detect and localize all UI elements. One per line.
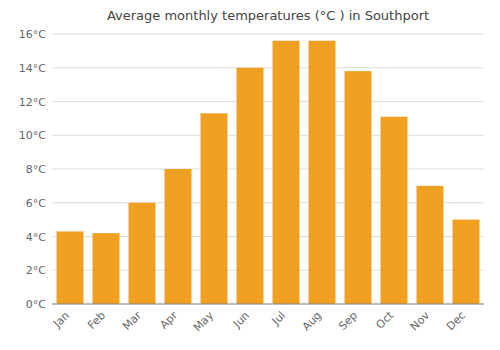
grid-line bbox=[52, 304, 484, 305]
title: Average monthly temperatures (°C ) in So… bbox=[107, 8, 429, 23]
y-tick-label: 8°C bbox=[26, 163, 46, 176]
x-tick-label: Aug bbox=[300, 309, 324, 333]
bar bbox=[381, 117, 408, 304]
bar bbox=[57, 231, 84, 304]
x-tick-label: Dec bbox=[444, 309, 468, 333]
grid-line bbox=[52, 169, 484, 170]
x-tick-label: Oct bbox=[373, 308, 396, 331]
bar bbox=[453, 220, 480, 304]
bar bbox=[129, 203, 156, 304]
bar bbox=[201, 113, 228, 304]
y-tick-label: 6°C bbox=[26, 197, 46, 210]
bars bbox=[57, 41, 480, 304]
x-tick-label: Jun bbox=[230, 309, 252, 331]
bar bbox=[165, 169, 192, 304]
bar bbox=[417, 186, 444, 304]
bar bbox=[237, 68, 264, 304]
x-tick-label: Jan bbox=[50, 309, 72, 331]
grid bbox=[52, 34, 484, 304]
x-tick-label: Feb bbox=[85, 309, 108, 332]
x-axis-line bbox=[52, 304, 484, 305]
x-tick-label: Sep bbox=[336, 309, 360, 333]
y-tick-label: 16°C bbox=[19, 28, 46, 41]
bar bbox=[309, 41, 336, 304]
x-tick-label: Nov bbox=[408, 309, 433, 334]
bar bbox=[93, 233, 120, 304]
x-tick-label: Mar bbox=[120, 309, 144, 333]
y-tick-label: 0°C bbox=[26, 298, 46, 311]
y-tick-label: 12°C bbox=[19, 96, 46, 109]
x-tick-label: Jul bbox=[269, 309, 288, 328]
grid-line bbox=[52, 67, 484, 68]
bar bbox=[273, 41, 300, 304]
grid-line bbox=[52, 34, 484, 35]
x-tick-label: Apr bbox=[157, 309, 180, 332]
y-tick-label: 4°C bbox=[26, 231, 46, 244]
y-tick-label: 2°C bbox=[26, 264, 46, 277]
y-tick-label: 14°C bbox=[19, 62, 46, 75]
grid-line bbox=[52, 135, 484, 136]
bar bbox=[345, 71, 372, 304]
chart: Average monthly temperatures (°C ) in So… bbox=[0, 0, 500, 350]
x-tick-label: May bbox=[191, 309, 217, 335]
y-tick-label: 10°C bbox=[19, 129, 46, 142]
grid-line bbox=[52, 101, 484, 102]
